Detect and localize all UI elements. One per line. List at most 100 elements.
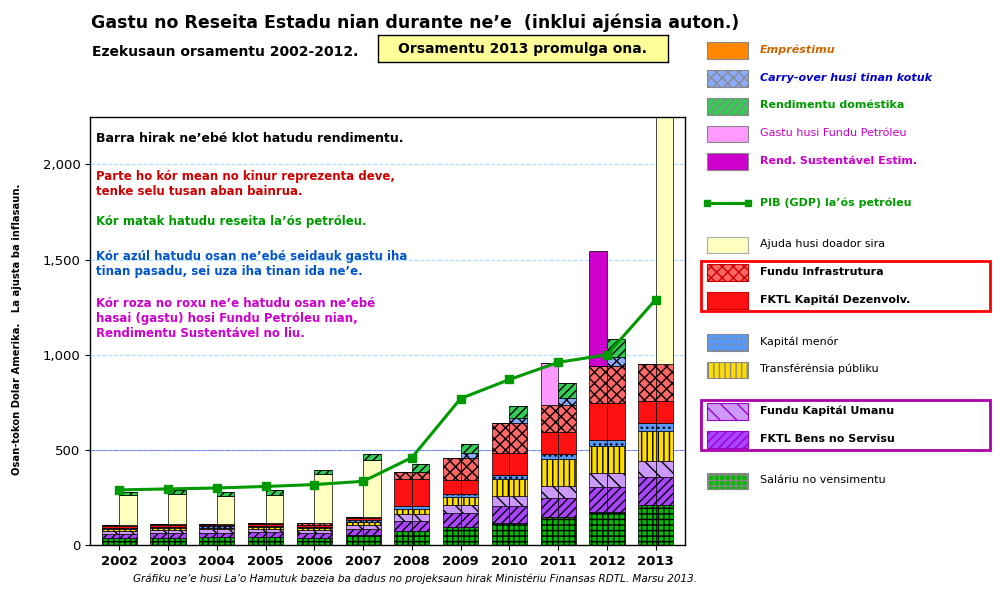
Bar [492, 479, 509, 495]
Text: Orsamentu 2013 promulga ona.: Orsamentu 2013 promulga ona. [398, 41, 648, 56]
Bar [509, 495, 527, 506]
Bar [492, 495, 509, 506]
Bar [102, 528, 119, 529]
Bar [346, 529, 363, 535]
Bar [266, 523, 283, 524]
Bar [492, 423, 509, 453]
Text: Rendimentu doméstika: Rendimentu doméstika [760, 101, 904, 110]
Bar [363, 516, 381, 519]
Text: Ezekusaun orsamentu 2002-2012.: Ezekusaun orsamentu 2002-2012. [92, 45, 358, 59]
Bar [314, 528, 332, 530]
Bar [150, 530, 168, 533]
Bar [168, 524, 186, 525]
Text: Ajuda husi doador sira: Ajuda husi doador sira [760, 239, 885, 249]
Bar [558, 459, 576, 486]
Bar [412, 509, 429, 515]
Text: PIB (GDP) la’ós petróleu: PIB (GDP) la’ós petróleu [760, 197, 911, 208]
Bar [492, 523, 509, 545]
Bar [168, 533, 186, 538]
Bar [168, 525, 186, 527]
Text: Kór azúl hatudu osan ne’ebé seidauk gastu iha
tinan pasadu, sei uza iha tinan id: Kór azúl hatudu osan ne’ebé seidauk gast… [96, 250, 407, 277]
Bar [607, 365, 625, 403]
Bar [638, 401, 656, 423]
Bar [541, 405, 558, 432]
Bar [541, 498, 558, 518]
Text: FKTL Bens no Servisu: FKTL Bens no Servisu [760, 434, 895, 444]
Bar [656, 401, 673, 423]
Bar [509, 523, 527, 545]
Bar [102, 531, 119, 534]
Bar [541, 486, 558, 498]
Bar [589, 473, 607, 488]
Bar [509, 479, 527, 495]
Bar [102, 539, 119, 545]
FancyBboxPatch shape [707, 237, 748, 253]
Bar [394, 531, 412, 545]
FancyBboxPatch shape [707, 473, 748, 489]
Bar [168, 494, 186, 524]
Text: Kór matak hatudu reseita la’ós petróleu.: Kór matak hatudu reseita la’ós petróleu. [96, 215, 367, 228]
Bar [217, 527, 234, 528]
Bar [297, 530, 314, 533]
Bar [589, 446, 607, 473]
Bar [266, 527, 283, 529]
Bar [412, 479, 429, 506]
Text: Carry-over husi tinan kotuk: Carry-over husi tinan kotuk [760, 72, 932, 83]
Bar [558, 383, 576, 398]
Bar [314, 533, 332, 538]
Bar [248, 523, 266, 524]
Bar [168, 490, 186, 494]
Bar [217, 496, 234, 524]
Bar [363, 521, 381, 522]
Bar [266, 495, 283, 523]
Bar [346, 522, 363, 525]
Bar [199, 530, 217, 533]
Bar [638, 505, 656, 545]
Bar [248, 533, 266, 537]
Bar [461, 527, 478, 545]
Bar [656, 423, 673, 431]
Bar [394, 509, 412, 515]
Bar [168, 530, 186, 533]
Bar [394, 479, 412, 506]
Bar [150, 524, 168, 525]
Bar [558, 405, 576, 432]
Bar [656, 105, 673, 364]
Text: Kapitál menór: Kapitál menór [760, 336, 838, 347]
Bar [443, 458, 461, 480]
Bar [266, 526, 283, 527]
Bar [589, 365, 607, 403]
Bar [297, 523, 314, 525]
Bar [217, 525, 234, 527]
FancyBboxPatch shape [707, 292, 748, 309]
Bar [150, 525, 168, 527]
Bar [119, 534, 137, 539]
Bar [102, 525, 119, 527]
Bar [394, 515, 412, 521]
Bar [119, 531, 137, 534]
Bar [412, 531, 429, 545]
Bar [217, 524, 234, 525]
Bar [589, 512, 607, 545]
Bar [443, 527, 461, 545]
Bar [656, 74, 673, 95]
Bar [217, 533, 234, 537]
Bar [461, 494, 478, 497]
Bar [461, 480, 478, 494]
FancyBboxPatch shape [707, 98, 748, 114]
Text: Fundu Infrastrutura: Fundu Infrastrutura [760, 267, 884, 277]
Text: Gastu husi Fundu Petróleu: Gastu husi Fundu Petróleu [760, 128, 906, 138]
Bar [314, 474, 332, 523]
Bar [119, 529, 137, 531]
Bar [363, 525, 381, 529]
Bar [363, 529, 381, 535]
Text: Transférénsia públiku: Transférénsia públiku [760, 364, 879, 374]
FancyBboxPatch shape [707, 403, 748, 420]
Text: FKTL Kapitál Dezenvolv.: FKTL Kapitál Dezenvolv. [760, 295, 910, 305]
Bar [119, 495, 137, 525]
Bar [443, 497, 461, 505]
Bar [589, 403, 607, 440]
Bar [266, 537, 283, 545]
Bar [314, 523, 332, 525]
Text: Empréstimu: Empréstimu [760, 44, 836, 55]
